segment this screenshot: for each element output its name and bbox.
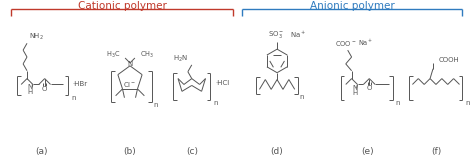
- Text: Anionic polymer: Anionic polymer: [310, 0, 394, 10]
- Text: n: n: [396, 100, 400, 106]
- Text: (f): (f): [431, 147, 441, 156]
- Text: ·HCl: ·HCl: [215, 80, 229, 86]
- Text: Cl$^-$: Cl$^-$: [123, 80, 137, 89]
- Text: N: N: [128, 61, 133, 67]
- Text: H$_2$N: H$_2$N: [173, 54, 188, 64]
- Text: n: n: [71, 95, 76, 101]
- Text: (b): (b): [124, 147, 137, 156]
- Text: COOH: COOH: [439, 57, 460, 63]
- Text: n: n: [300, 94, 304, 100]
- Text: (c): (c): [186, 147, 198, 156]
- Text: CH$_3$: CH$_3$: [140, 50, 154, 60]
- Text: Na$^+$: Na$^+$: [357, 38, 373, 48]
- Text: H$_3$C: H$_3$C: [106, 50, 120, 60]
- Text: Na$^+$: Na$^+$: [290, 29, 306, 40]
- Text: NH$_2$: NH$_2$: [29, 32, 44, 42]
- Text: H: H: [352, 90, 357, 96]
- Text: (a): (a): [36, 147, 48, 156]
- Text: (d): (d): [271, 147, 283, 156]
- Text: O: O: [42, 86, 47, 92]
- Text: N: N: [27, 84, 33, 90]
- Text: n: n: [213, 100, 218, 106]
- Text: O: O: [366, 85, 372, 91]
- Text: ·HBr: ·HBr: [72, 81, 87, 87]
- Text: H: H: [27, 89, 33, 95]
- Text: n: n: [465, 100, 470, 106]
- Text: COO$^-$: COO$^-$: [335, 39, 356, 48]
- Text: n: n: [154, 102, 158, 108]
- Text: SO$_3^-$: SO$_3^-$: [268, 29, 284, 40]
- Text: Cationic polymer: Cationic polymer: [78, 0, 166, 10]
- Text: (e): (e): [361, 147, 374, 156]
- Text: N: N: [352, 85, 357, 91]
